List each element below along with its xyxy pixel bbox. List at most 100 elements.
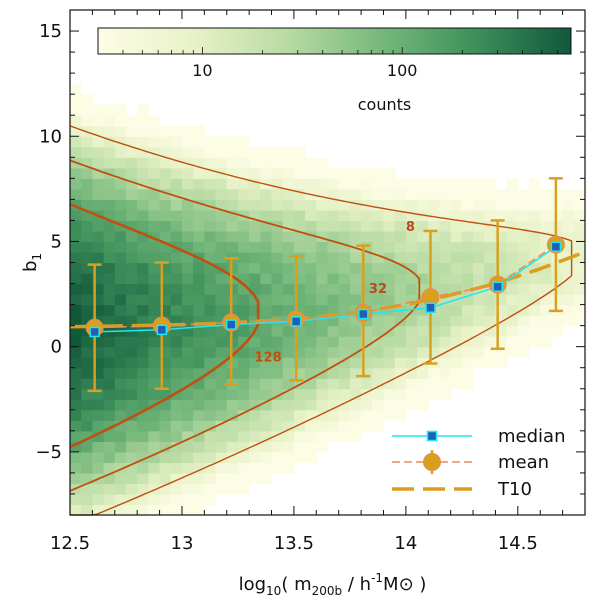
heatmap-cell xyxy=(170,283,183,295)
heatmap-cell xyxy=(338,315,351,327)
heatmap-cell xyxy=(551,294,564,306)
heatmap-cell xyxy=(114,357,127,369)
heatmap-cell xyxy=(338,325,351,337)
heatmap-cell xyxy=(103,199,116,211)
heatmap-cell xyxy=(204,178,217,190)
heatmap-cell xyxy=(517,188,530,200)
heatmap-cell xyxy=(439,209,452,222)
heatmap-cell xyxy=(417,315,429,327)
heatmap-cell xyxy=(103,346,116,358)
heatmap-cell xyxy=(271,325,284,337)
heatmap-cell xyxy=(81,220,93,232)
heatmap-cell xyxy=(316,336,329,348)
heatmap-cell xyxy=(137,209,149,222)
heatmap-cell xyxy=(249,251,261,264)
heatmap-cell xyxy=(249,336,261,348)
heatmap-cell xyxy=(125,167,138,179)
heatmap-cell xyxy=(417,378,429,390)
series-markers xyxy=(85,235,565,338)
heatmap-cell xyxy=(428,188,441,200)
heatmap-cell xyxy=(249,451,261,463)
heatmap-cell xyxy=(260,472,273,485)
heatmap-cell xyxy=(540,273,553,285)
heatmap-cell xyxy=(562,209,575,222)
heatmap-cell xyxy=(271,157,284,169)
heatmap-cell xyxy=(114,346,127,358)
heatmap-cell xyxy=(137,325,149,337)
heatmap-cell xyxy=(170,472,183,485)
heatmap-cell xyxy=(215,146,228,158)
heatmap-cell xyxy=(316,167,329,179)
heatmap-cell xyxy=(226,157,239,169)
heatmap-cell xyxy=(428,241,441,253)
heatmap-cell xyxy=(92,420,105,432)
heatmap-cell xyxy=(450,188,463,200)
heatmap-cell xyxy=(81,283,93,295)
heatmap-cell xyxy=(372,251,385,264)
heatmap-cell xyxy=(439,273,452,285)
heatmap-cell xyxy=(562,220,575,232)
heatmap-cell xyxy=(81,146,93,158)
heatmap-cell xyxy=(282,188,295,200)
heatmap-cell xyxy=(282,251,295,264)
heatmap-cell xyxy=(260,367,273,379)
heatmap-cell xyxy=(372,399,385,411)
y-axis-title-main: b xyxy=(20,261,41,272)
heatmap-cell xyxy=(271,167,284,179)
heatmap-cell xyxy=(148,251,161,264)
heatmap-cell xyxy=(125,273,138,285)
heatmap-cell xyxy=(529,230,541,243)
heatmap-cell xyxy=(70,262,82,274)
median-point xyxy=(290,316,302,327)
heatmap-cell xyxy=(484,262,497,274)
heatmap-cell xyxy=(271,262,284,274)
heatmap-cell xyxy=(70,441,82,453)
heatmap-cell xyxy=(439,178,452,190)
heatmap-cell xyxy=(70,325,82,337)
heatmap-cell xyxy=(103,441,116,453)
heatmap-cell xyxy=(103,104,116,116)
heatmap-cell xyxy=(181,241,194,253)
heatmap-cell xyxy=(439,388,452,400)
heatmap-cell xyxy=(137,136,149,148)
heatmap-cell xyxy=(137,315,149,327)
heatmap-cell xyxy=(439,336,452,348)
legend-mean-marker xyxy=(423,453,441,471)
heatmap-cell xyxy=(215,188,228,200)
heatmap-cell xyxy=(361,220,373,232)
heatmap-cell xyxy=(114,262,127,274)
heatmap-cell xyxy=(484,357,497,369)
heatmap-cell xyxy=(81,430,93,442)
heatmap-cell xyxy=(193,157,205,169)
heatmap-cell xyxy=(226,346,239,358)
heatmap-cell xyxy=(484,220,497,232)
heatmap-cell xyxy=(338,220,351,232)
heatmap-cell xyxy=(181,378,194,390)
heatmap-cell xyxy=(81,304,93,316)
heatmap-cell xyxy=(204,241,217,253)
y-axis-title: b1 xyxy=(20,253,44,272)
heatmap-cell xyxy=(271,304,284,316)
heatmap-cell xyxy=(282,273,295,285)
heatmap-cell xyxy=(316,251,329,264)
heatmap-cell xyxy=(484,230,497,243)
heatmap-cell xyxy=(383,167,396,179)
heatmap-cell xyxy=(450,357,463,369)
heatmap-cell xyxy=(562,241,575,253)
heatmap-cell xyxy=(137,199,149,211)
heatmap-cell xyxy=(394,262,407,274)
heatmap-cell xyxy=(193,367,205,379)
heatmap-cell xyxy=(405,188,418,200)
heatmap-cell xyxy=(305,388,317,400)
heatmap-cell xyxy=(361,346,373,358)
heatmap-cell xyxy=(461,251,474,264)
heatmap-cell xyxy=(338,283,351,295)
heatmap-cell xyxy=(282,304,295,316)
heatmap-cell xyxy=(293,209,306,222)
heatmap-cell xyxy=(372,188,385,200)
heatmap-cell xyxy=(237,294,250,306)
heatmap-cell xyxy=(215,199,228,211)
heatmap-cell xyxy=(372,230,385,243)
heatmap-cell xyxy=(361,367,373,379)
